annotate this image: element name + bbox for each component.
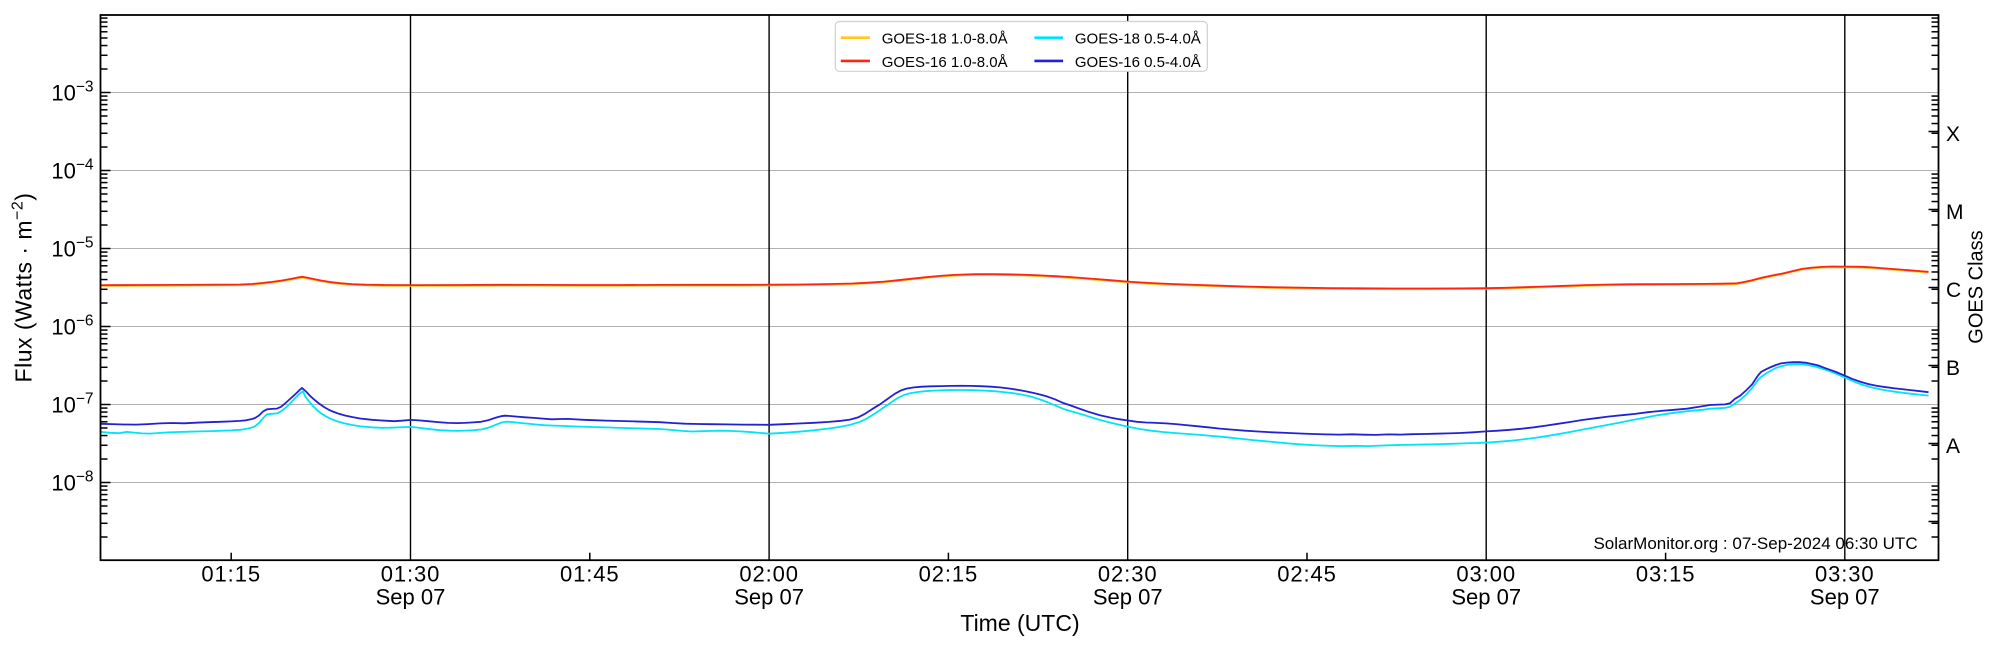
svg-text:Sep 07: Sep 07 [376,585,446,610]
svg-text:GOES-16 0.5-4.0Å: GOES-16 0.5-4.0Å [1075,54,1201,71]
svg-text:03:00: 03:00 [1456,562,1516,587]
svg-text:02:30: 02:30 [1098,562,1158,587]
svg-text:03:30: 03:30 [1815,562,1875,587]
svg-text:GOES-18 0.5-4.0Å: GOES-18 0.5-4.0Å [1075,31,1201,48]
svg-text:Flux (Watts · m−2): Flux (Watts · m−2) [10,193,37,383]
svg-text:Sep 07: Sep 07 [1451,585,1521,610]
svg-text:M: M [1946,201,1964,224]
svg-text:03:15: 03:15 [1636,562,1696,587]
svg-text:C: C [1946,279,1961,302]
svg-text:02:15: 02:15 [919,562,979,587]
svg-text:01:45: 01:45 [560,562,620,587]
svg-text:Sep 07: Sep 07 [734,585,804,610]
svg-text:GOES Class: GOES Class [1966,230,1988,343]
svg-text:X: X [1946,123,1960,146]
svg-text:02:45: 02:45 [1277,562,1337,587]
svg-text:GOES-16 1.0-8.0Å: GOES-16 1.0-8.0Å [882,54,1008,71]
svg-text:Sep 07: Sep 07 [1810,585,1880,610]
svg-text:01:30: 01:30 [381,562,441,587]
svg-text:Sep 07: Sep 07 [1093,585,1163,610]
svg-text:A: A [1946,435,1960,458]
svg-text:01:15: 01:15 [201,562,261,587]
svg-text:Time (UTC): Time (UTC) [960,610,1079,636]
svg-text:10−6: 10−6 [51,313,93,340]
svg-text:02:00: 02:00 [739,562,799,587]
svg-text:SolarMonitor.org : 07-Sep-2024: SolarMonitor.org : 07-Sep-2024 06:30 UTC [1593,534,1917,553]
svg-text:B: B [1946,357,1960,380]
svg-text:GOES-18 1.0-8.0Å: GOES-18 1.0-8.0Å [882,31,1008,48]
svg-text:10−4: 10−4 [51,157,94,184]
